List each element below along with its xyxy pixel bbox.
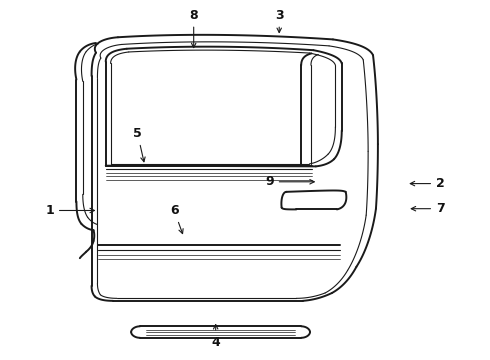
- Text: 2: 2: [410, 177, 445, 190]
- Text: 6: 6: [170, 204, 183, 234]
- Text: 9: 9: [265, 175, 314, 188]
- Text: 3: 3: [275, 9, 284, 32]
- Text: 4: 4: [211, 325, 220, 348]
- Text: 5: 5: [133, 127, 145, 162]
- Text: 7: 7: [411, 202, 445, 215]
- Text: 1: 1: [45, 204, 95, 217]
- Text: 8: 8: [189, 9, 198, 48]
